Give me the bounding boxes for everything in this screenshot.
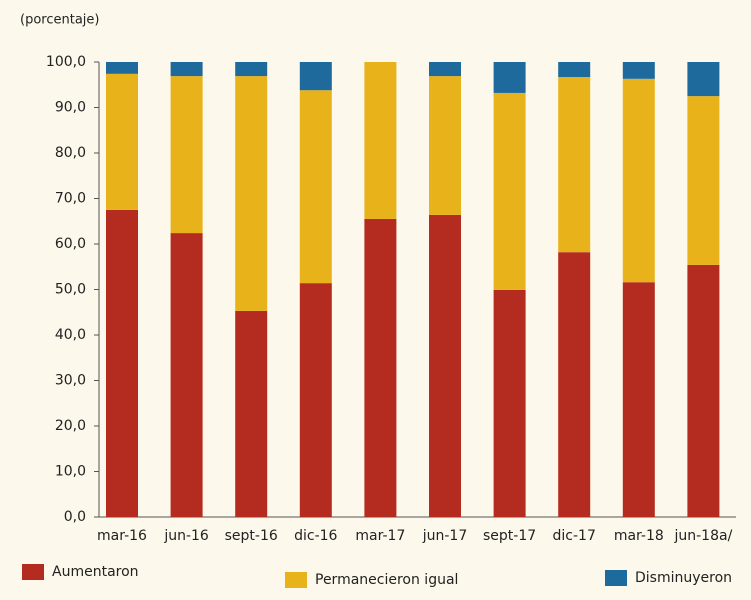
x-tick-label: jun-17	[422, 528, 468, 544]
legend-swatch	[605, 570, 627, 586]
x-tick-label: dic-16	[294, 528, 337, 544]
legend-swatch	[22, 564, 44, 580]
y-tick-label: 60,0	[55, 236, 86, 252]
y-tick-label: 100,0	[46, 54, 86, 70]
x-tick-label: mar-18	[614, 528, 664, 544]
bar-segment	[429, 214, 461, 517]
x-tick-label: mar-17	[355, 528, 405, 544]
bar-segment	[558, 252, 591, 517]
x-tick-label: sept-17	[483, 528, 536, 544]
bar-segment	[493, 92, 526, 290]
bar-segment	[558, 77, 591, 253]
bar-segment	[622, 62, 655, 79]
bar-segment	[493, 289, 526, 517]
legend-label: Disminuyeron	[635, 570, 732, 586]
y-tick-label: 0,0	[64, 509, 86, 525]
legend-label: Aumentaron	[52, 564, 139, 580]
bar-segment	[687, 264, 720, 517]
bar-segment	[106, 209, 138, 517]
bar-segment	[106, 62, 138, 74]
y-axis-label: (porcentaje)	[20, 13, 99, 28]
bar-segment	[429, 76, 461, 215]
bar-segment	[106, 73, 138, 210]
x-tick-label: jun-16	[163, 528, 209, 544]
y-tick-label: 70,0	[55, 191, 86, 207]
bar-segment	[299, 283, 332, 517]
x-tick-label: dic-17	[553, 528, 596, 544]
y-tick-label: 40,0	[55, 327, 86, 343]
bar-segment	[299, 90, 332, 284]
bar-segment	[235, 310, 268, 517]
y-tick-label: 10,0	[55, 464, 86, 480]
bar-segment	[622, 78, 655, 283]
bar-segment	[687, 62, 720, 97]
bar-segment	[299, 62, 332, 91]
y-tick-label: 30,0	[55, 373, 86, 389]
bar-segment	[687, 96, 720, 265]
bar-segment	[235, 76, 268, 311]
legend-swatch	[285, 572, 307, 588]
bar-segment	[429, 62, 461, 77]
bar-segment	[364, 218, 397, 517]
y-tick-label: 20,0	[55, 418, 86, 434]
bar-segment	[622, 282, 655, 517]
bar-segment	[235, 62, 268, 77]
x-tick-label: sept-16	[225, 528, 278, 544]
bar-segment	[558, 62, 591, 78]
y-tick-label: 90,0	[55, 100, 86, 116]
x-tick-label: mar-16	[97, 528, 147, 544]
y-tick-label: 80,0	[55, 145, 86, 161]
bar-segment	[170, 62, 203, 77]
bar-segment	[364, 62, 397, 219]
bar-segment	[170, 76, 203, 234]
x-tick-label: jun-18a/	[673, 528, 732, 544]
bar-segment	[493, 62, 526, 93]
bar-segment	[170, 233, 203, 517]
y-tick-label: 50,0	[55, 282, 86, 298]
legend-label: Permanecieron igual	[315, 572, 458, 588]
